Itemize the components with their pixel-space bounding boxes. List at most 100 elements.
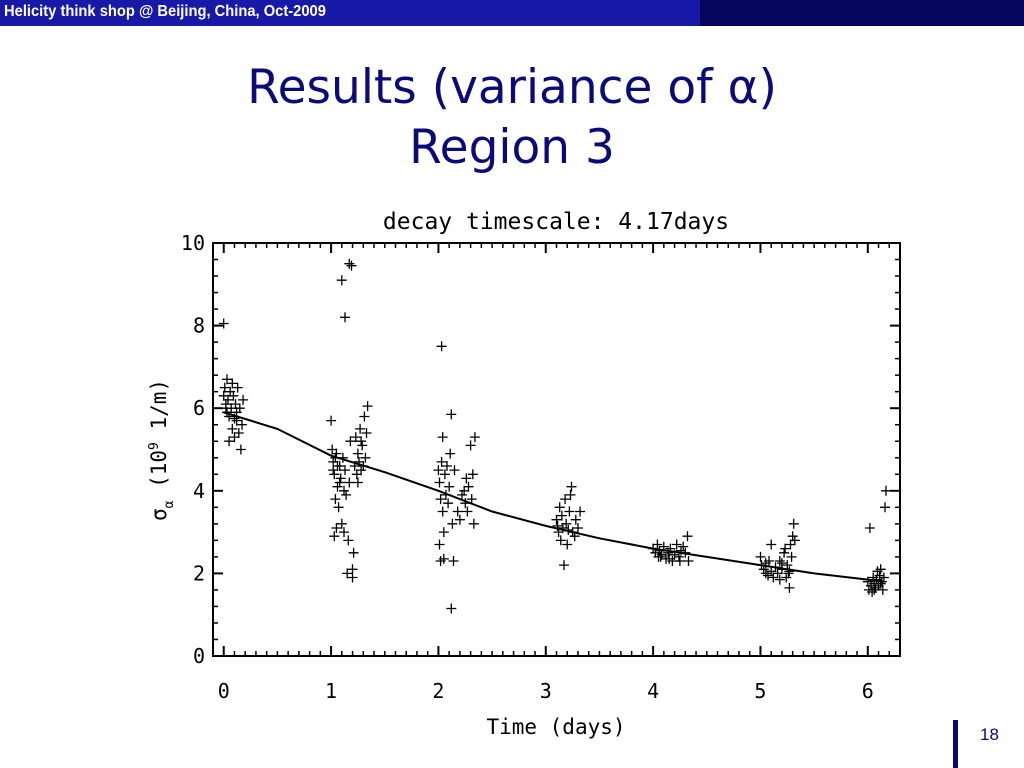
data-point [226, 403, 237, 414]
data-point [436, 456, 447, 467]
data-point [331, 448, 342, 459]
data-point [669, 549, 680, 560]
data-point [435, 494, 446, 505]
data-point [350, 432, 361, 443]
data-point [551, 514, 562, 525]
data-point [774, 556, 785, 566]
data-point [336, 518, 347, 529]
data-point [228, 390, 239, 401]
data-point [330, 452, 341, 463]
data-point [570, 514, 581, 525]
data-point [654, 545, 665, 556]
data-point [227, 423, 238, 434]
data-point [446, 603, 457, 614]
data-point [683, 556, 694, 566]
data-point [334, 477, 345, 488]
data-point [326, 415, 337, 426]
data-point [340, 312, 350, 323]
data-point [335, 473, 346, 484]
data-point [339, 485, 349, 496]
data-point [222, 374, 232, 385]
data-point [344, 477, 355, 488]
data-point [434, 539, 445, 550]
data-point [766, 566, 777, 577]
data-point [224, 411, 235, 422]
data-point [444, 481, 455, 492]
data-point [569, 531, 580, 542]
data-point [658, 541, 669, 552]
data-point [553, 527, 564, 538]
data-point [347, 564, 358, 575]
data-point [454, 514, 465, 525]
data-point [561, 518, 572, 529]
y-tick-label: 4 [193, 479, 205, 503]
data-point [434, 477, 445, 488]
data-point [780, 543, 791, 554]
data-point [785, 539, 796, 550]
data-point [222, 407, 232, 418]
data-point [664, 553, 675, 564]
data-point [673, 551, 684, 562]
data-point [357, 440, 368, 451]
data-point [232, 382, 243, 393]
data-point [342, 568, 353, 579]
data-point [874, 570, 885, 581]
y-tick-label: 10 [181, 231, 205, 255]
slide-title-line-2: Region 3 [409, 120, 615, 175]
data-point [218, 318, 229, 329]
data-point [678, 541, 689, 552]
data-point [864, 523, 875, 533]
data-point [786, 551, 797, 562]
data-point [564, 506, 575, 517]
data-point [776, 558, 787, 569]
data-point [358, 461, 369, 471]
data-point [758, 564, 769, 575]
data-point [230, 399, 241, 410]
data-point [774, 574, 785, 585]
x-tick-label: 2 [432, 679, 444, 703]
data-point [356, 436, 367, 447]
data-point [760, 568, 771, 579]
data-point [760, 558, 771, 569]
plot-frame [212, 242, 901, 657]
data-point [788, 518, 799, 529]
header-bar: Helicity think shop @ Beijing, China, Oc… [0, 0, 700, 26]
data-point [229, 432, 240, 443]
data-point [437, 506, 448, 517]
data-point [469, 432, 480, 443]
data-point [560, 494, 571, 505]
data-point [346, 260, 357, 271]
x-tick-label: 1 [325, 679, 337, 703]
data-point [869, 584, 880, 595]
data-point [789, 535, 800, 546]
data-point [352, 448, 363, 459]
data-point [224, 436, 235, 447]
y-tick-label: 2 [193, 561, 205, 585]
data-point [449, 465, 460, 476]
data-points [218, 258, 891, 614]
data-point [360, 452, 371, 463]
data-point [770, 562, 781, 573]
data-point [332, 481, 343, 492]
data-point [768, 572, 779, 583]
data-point [437, 432, 448, 443]
data-point [336, 275, 347, 286]
data-point [330, 494, 341, 505]
data-point [329, 469, 340, 480]
data-point [359, 411, 370, 422]
data-point [440, 489, 451, 500]
data-point [783, 568, 794, 579]
data-point [552, 520, 563, 531]
y-tick-label: 8 [193, 314, 205, 338]
data-point [556, 510, 567, 521]
data-point [876, 576, 887, 587]
page-divider [953, 720, 958, 768]
data-point [355, 423, 366, 434]
data-point [433, 465, 444, 476]
data-point [229, 413, 240, 424]
data-point [779, 547, 790, 558]
data-point [881, 485, 891, 496]
y-tick-label: 0 [193, 644, 205, 668]
data-point [676, 545, 686, 556]
